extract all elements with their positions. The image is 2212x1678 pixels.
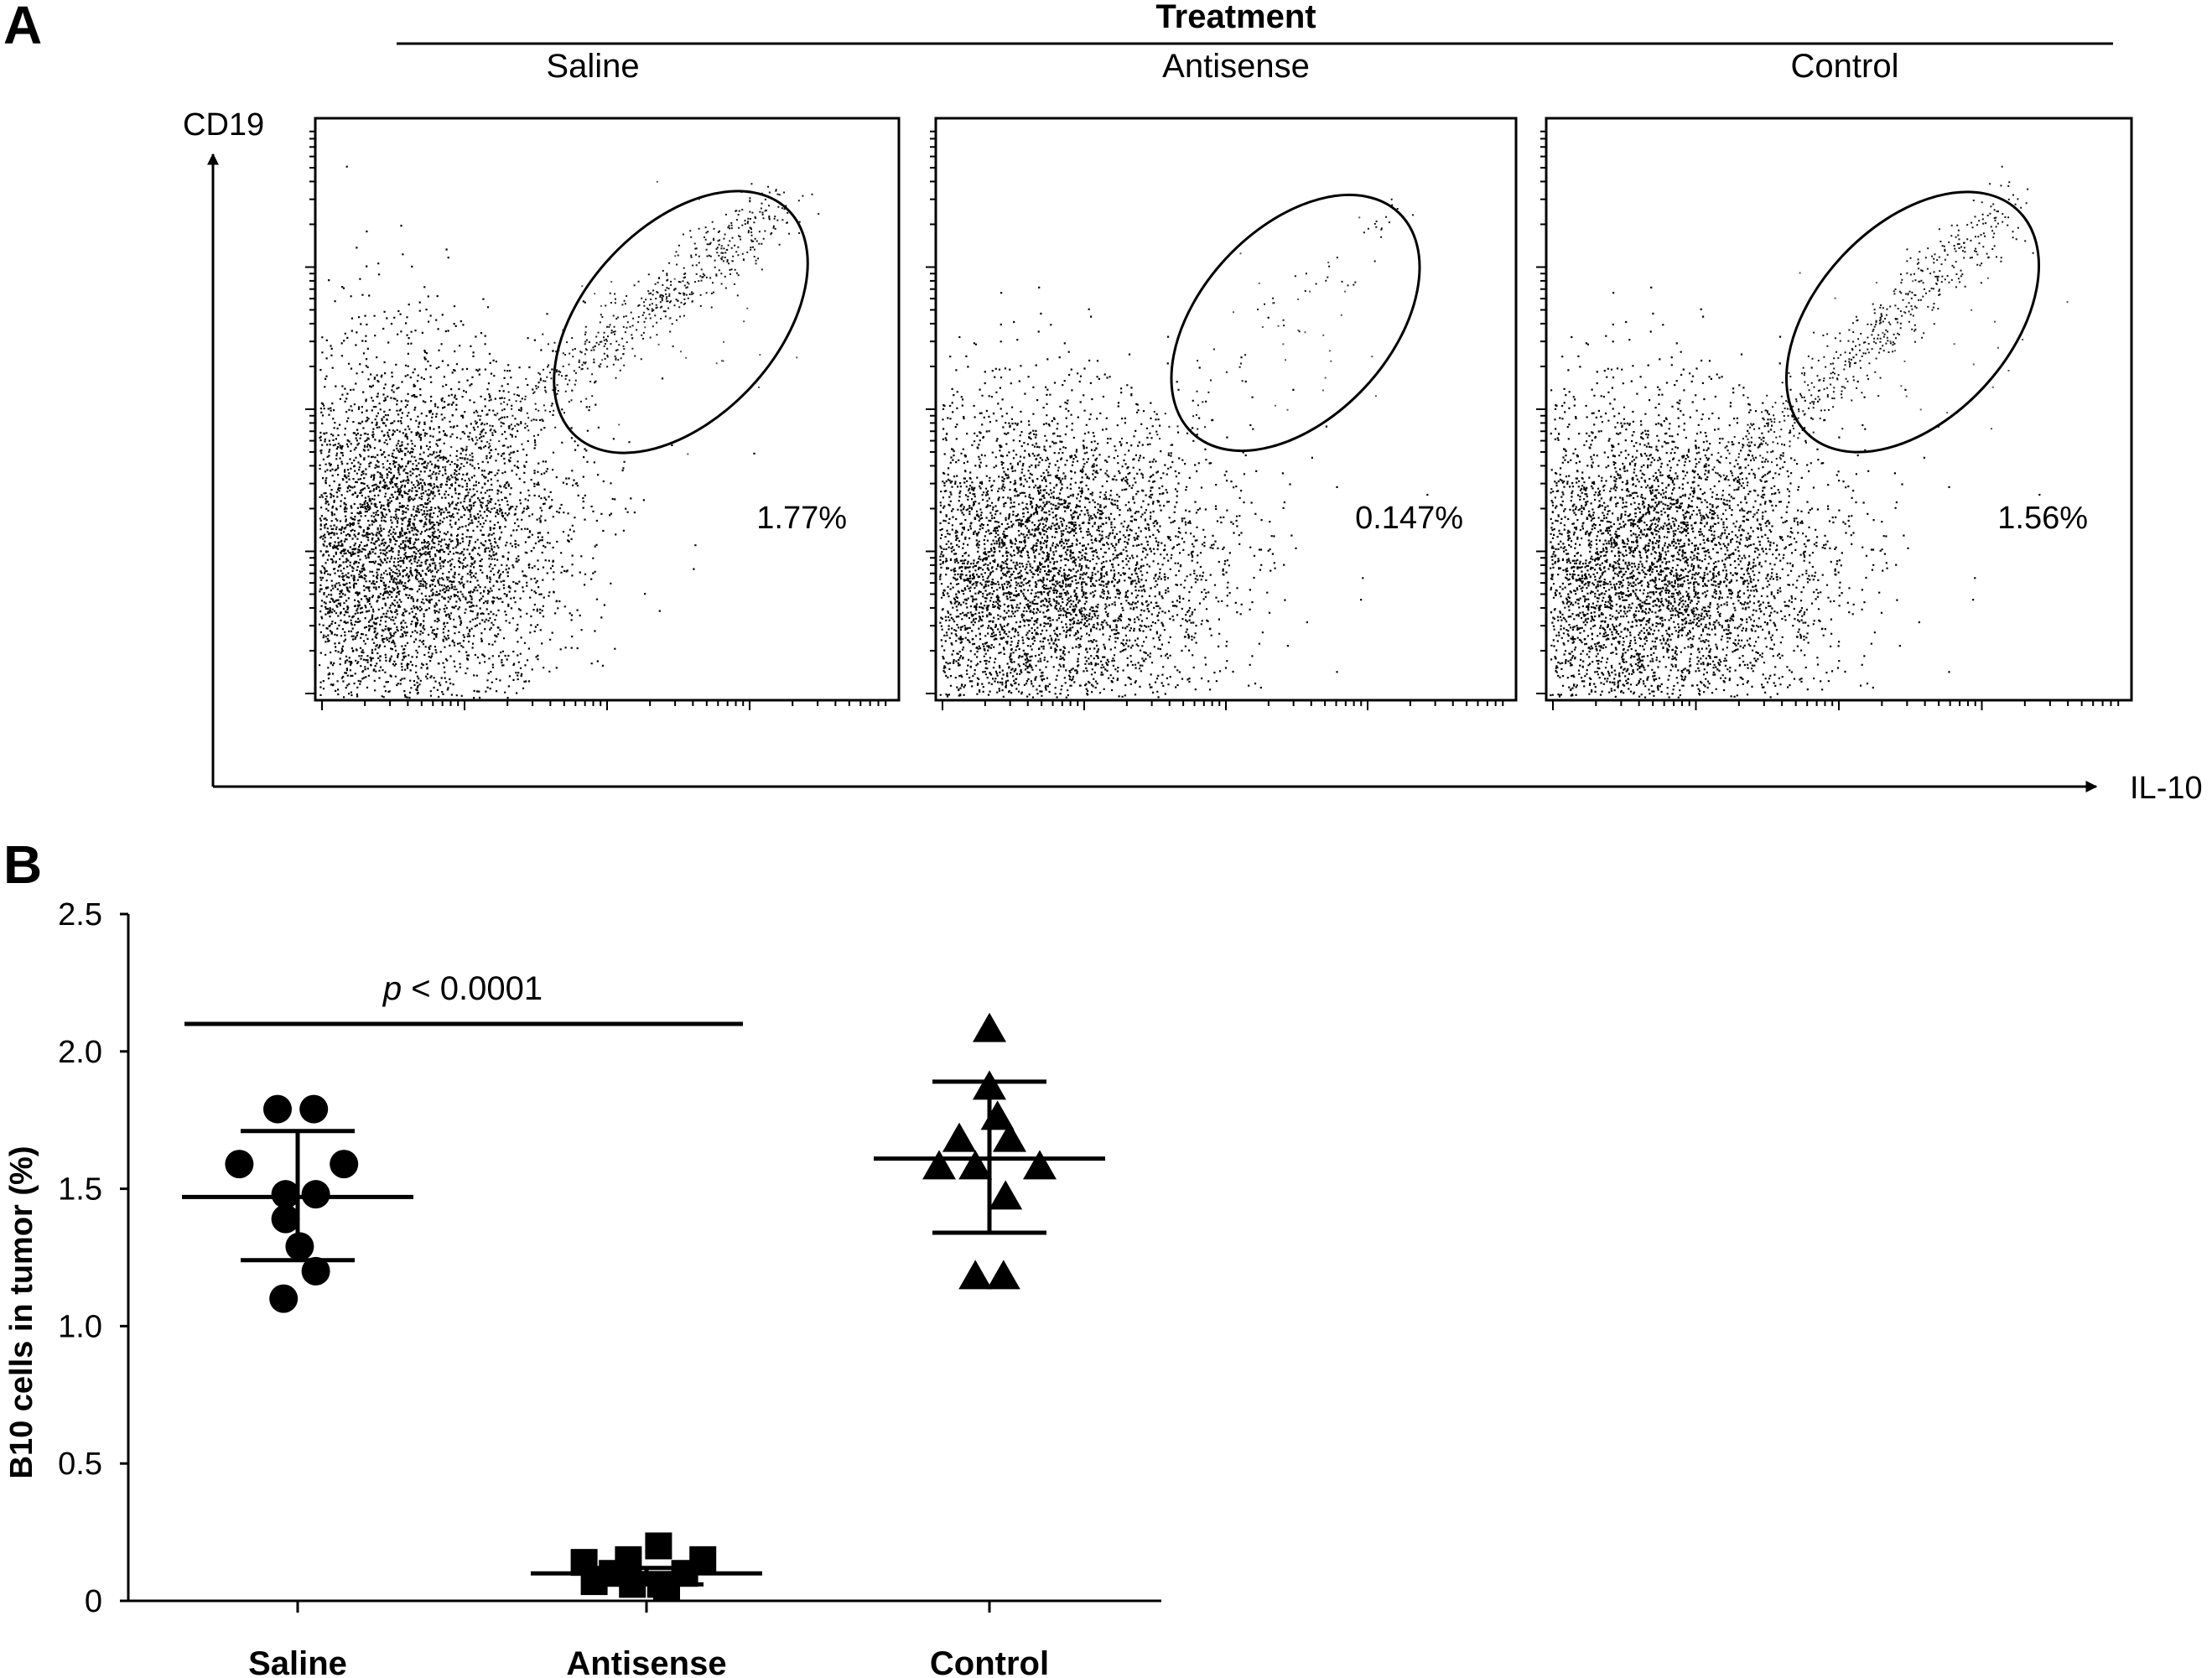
flow-plot-ticks — [1536, 130, 2120, 710]
flow-plot-control: 1.56% — [1536, 117, 2133, 710]
flow-plot-frame — [314, 117, 901, 702]
data-point-circle — [263, 1094, 292, 1124]
flow-plot-tail — [1091, 198, 1414, 508]
y-tick-label: 2.5 — [58, 897, 102, 933]
flow-plot-frame — [1545, 117, 2133, 702]
y-tick-label: 0 — [85, 1584, 102, 1619]
gate-ellipse — [1785, 190, 2040, 454]
flow-plot-events — [939, 198, 1429, 699]
flow-plot-ticks — [305, 130, 887, 710]
flow-plot-events — [319, 165, 820, 699]
gate-ellipse — [1170, 193, 1421, 453]
group-label-saline: Saline — [546, 48, 639, 85]
gate-ellipse — [553, 190, 809, 455]
panel-b: B B10 cells in tumor (%) 0 0.5 1.0 1.5 2.0 2.… — [3, 834, 1161, 1678]
data-point-triangle — [989, 1180, 1023, 1210]
group-label-antisense: Antisense — [1162, 48, 1310, 85]
x-tick-label-saline: Saline — [248, 1645, 347, 1678]
panel-a-letter: A — [3, 0, 42, 55]
data-point-circle — [269, 1284, 299, 1313]
il10-axis-label: IL-10 — [2130, 771, 2203, 806]
significance-value: < 0.0001 — [411, 970, 543, 1007]
series-control — [874, 1012, 1105, 1290]
panel-a: A Treatment Saline Antisense Control CD1… — [3, 0, 2203, 806]
x-tick-label-antisense: Antisense — [566, 1645, 726, 1678]
y-axis-title: B10 cells in tumor (%) — [4, 1146, 39, 1479]
data-point-triangle — [1023, 1150, 1057, 1180]
x-ticks: Saline Antisense Control — [248, 1601, 1049, 1678]
cd19-axis-label: CD19 — [183, 107, 264, 143]
data-point-circle — [271, 1204, 300, 1234]
y-tick-label: 2.0 — [58, 1035, 102, 1070]
data-point-square — [653, 1573, 680, 1601]
data-point-triangle — [973, 1012, 1006, 1042]
significance-p: p — [382, 970, 402, 1007]
data-point-square — [645, 1532, 672, 1560]
significance-label: p < 0.0001 — [382, 970, 543, 1007]
y-tick-label: 0.5 — [58, 1447, 102, 1482]
scatter-layer — [182, 1012, 1105, 1601]
data-point-triangle — [958, 1260, 993, 1290]
data-point-triangle — [993, 1122, 1026, 1152]
gate-percentage: 1.77% — [756, 501, 847, 536]
data-point-triangle — [922, 1150, 956, 1180]
data-point-circle — [330, 1150, 359, 1179]
data-point-triangle — [958, 1150, 993, 1180]
y-tick-label: 1.5 — [58, 1172, 102, 1208]
flow-plot-saline: 1.77% — [305, 117, 901, 710]
data-point-circle — [299, 1094, 329, 1124]
flow-plot-antisense: 0.147% — [926, 117, 1518, 710]
data-point-circle — [271, 1180, 300, 1209]
flow-plots: 1.77% 0.147% 1.56% — [305, 117, 2133, 710]
series-antisense — [531, 1532, 762, 1601]
series-saline — [182, 1094, 413, 1313]
gate-percentage: 1.56% — [1997, 501, 2088, 536]
gate-percentage: 0.147% — [1355, 501, 1463, 536]
data-point-circle — [301, 1180, 330, 1209]
panel-b-letter: B — [3, 834, 42, 895]
group-label-control: Control — [1791, 48, 1899, 85]
data-point-circle — [301, 1256, 330, 1286]
data-point-triangle — [942, 1122, 976, 1152]
flow-plot-ticks — [926, 130, 1504, 710]
data-point-triangle — [986, 1260, 1020, 1290]
y-tick-label: 1.0 — [58, 1309, 102, 1344]
flow-plot-frame — [934, 117, 1518, 702]
y-ticks: 0 0.5 1.0 1.5 2.0 2.5 — [58, 897, 128, 1619]
flow-plot-tail — [435, 183, 820, 493]
x-tick-label-control: Control — [930, 1645, 1049, 1678]
data-point-circle — [225, 1150, 254, 1179]
treatment-header: Treatment — [1155, 0, 1316, 35]
